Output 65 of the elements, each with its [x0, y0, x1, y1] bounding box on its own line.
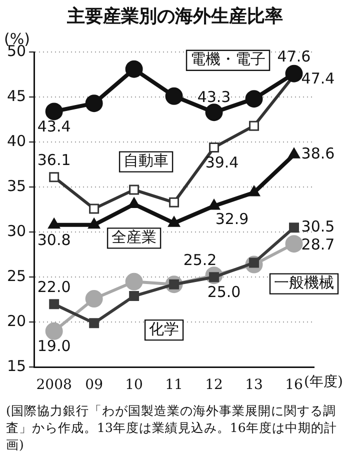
data-label: 47.4: [301, 69, 335, 88]
x-tick-label: 09: [85, 377, 103, 394]
point: [248, 186, 260, 196]
point: [89, 318, 100, 328]
chart-title: 主要産業別の海外生産比率: [66, 5, 284, 28]
point: [85, 94, 103, 112]
data-label: 25.2: [183, 251, 217, 270]
point: [88, 218, 100, 229]
data-label: 32.9: [215, 210, 249, 228]
point: [125, 60, 143, 78]
point: [249, 120, 260, 131]
point: [128, 197, 140, 208]
y-tick-label: 25: [6, 267, 26, 286]
point: [288, 148, 300, 158]
point: [209, 142, 220, 152]
y-tick-label: 30: [6, 222, 26, 240]
point: [285, 235, 303, 253]
data-label: 47.6: [277, 48, 311, 66]
point: [289, 222, 299, 233]
data-label: 38.6: [301, 144, 335, 163]
point: [49, 172, 60, 182]
series-label: 電機・電子: [190, 50, 266, 68]
series-label: 全産業: [112, 228, 157, 246]
point: [89, 204, 100, 214]
x-tick-label: 16: [285, 377, 303, 394]
x-tick-label: 13: [245, 377, 263, 394]
data-label: 36.1: [37, 151, 71, 170]
point: [245, 90, 263, 108]
point: [129, 291, 140, 302]
y-tick-label: 35: [6, 176, 26, 195]
data-label: 30.8: [37, 230, 71, 249]
y-tick-label: 15: [6, 357, 26, 376]
point: [285, 64, 303, 82]
point: [129, 184, 140, 195]
text: (国際協力銀行「わが国製造業の海外事業展開に関する調査」から作成。13年度は業績見込み。16年度は中期的計画): [6, 402, 338, 453]
series-label: 自動車: [124, 152, 169, 170]
data-label: 43.4: [37, 117, 71, 136]
point: [49, 299, 60, 310]
point: [85, 290, 103, 308]
series-label: 化学: [149, 320, 180, 338]
point: [165, 87, 183, 105]
point: [208, 199, 220, 210]
point: [168, 216, 180, 227]
data-label: 39.4: [205, 153, 239, 172]
y-tick-label: 40: [6, 132, 26, 150]
point: [125, 272, 143, 290]
data-label: 30.5: [301, 218, 335, 236]
series-label: 一般機械: [274, 274, 334, 292]
x-tick-label: 2008: [36, 377, 72, 394]
point: [169, 197, 180, 208]
point: [45, 322, 63, 340]
data-label: 19.0: [37, 337, 71, 356]
y-tick-label: 45: [6, 86, 26, 105]
point: [48, 218, 60, 229]
x-tick-label: 12: [205, 377, 223, 394]
point: [205, 104, 223, 122]
x-axis-title: (年度): [304, 374, 343, 390]
point: [45, 102, 63, 120]
data-label: 25.0: [207, 283, 241, 302]
data-label: 22.0: [37, 278, 71, 296]
data-label: 43.3: [197, 88, 231, 106]
x-tick-label: 10: [125, 377, 143, 394]
x-tick-label: 11: [165, 377, 183, 394]
data-label: 28.7: [301, 236, 335, 254]
y-tick-label: 20: [6, 312, 26, 330]
